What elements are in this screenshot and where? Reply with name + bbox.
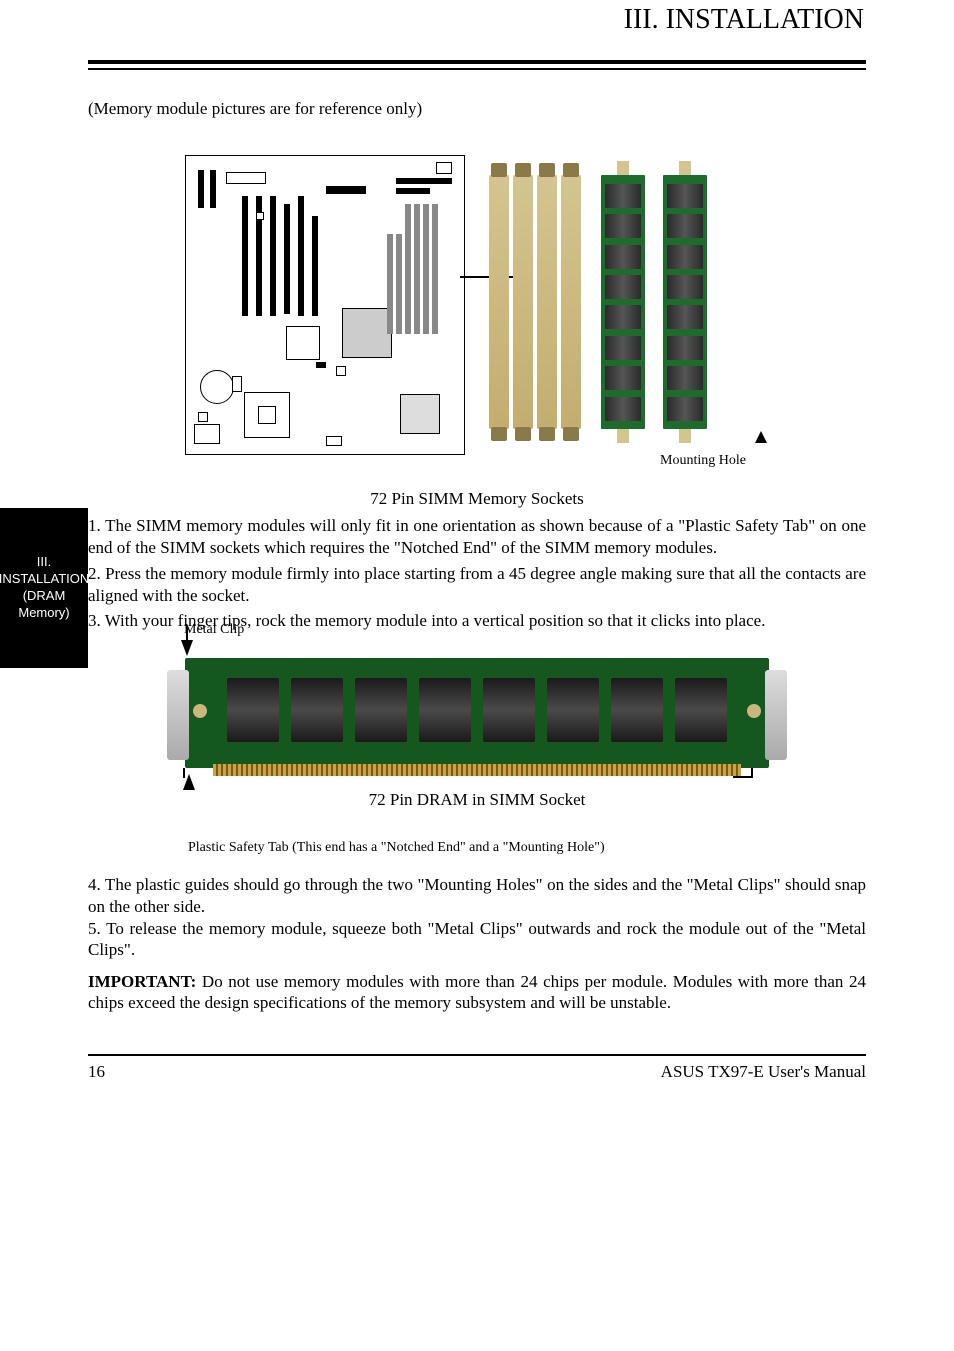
header-rules xyxy=(88,60,866,70)
page-number: 16 xyxy=(88,1062,105,1082)
simm-sockets-photo xyxy=(489,155,769,435)
step-2: 2. Press the memory module firmly into p… xyxy=(88,563,866,607)
page-footer: 16 ASUS TX97-E User's Manual xyxy=(88,1056,866,1082)
install-steps: 1. The SIMM memory modules will only fit… xyxy=(88,515,866,632)
figure1-caption: 72 Pin SIMM Memory Sockets xyxy=(88,489,866,509)
important-text: Do not use memory modules with more than… xyxy=(88,972,866,1012)
simm-module-horizontal xyxy=(185,658,769,768)
manual-title: ASUS TX97-E User's Manual xyxy=(661,1062,866,1082)
section-header: III. INSTALLATION xyxy=(88,4,866,36)
simm-horizontal-figure xyxy=(185,658,769,768)
simm-module-vertical xyxy=(601,175,645,429)
simm-module-vertical xyxy=(663,175,707,429)
side-tab: III. INSTALLATION (DRAM Memory) xyxy=(0,508,88,668)
mounting-hole-label: Mounting Hole xyxy=(88,453,866,469)
step-1: 1. The SIMM memory modules will only fit… xyxy=(88,515,866,559)
figure2-caption: 72 Pin DRAM in SIMM Socket xyxy=(88,790,866,810)
figure-row xyxy=(88,155,866,455)
important-note: IMPORTANT: Do not use memory modules wit… xyxy=(88,971,866,1014)
motherboard-diagram xyxy=(185,155,465,455)
steps-4-5: 4. The plastic guides should go through … xyxy=(88,874,866,961)
mounting-hole-arrow-icon xyxy=(755,431,767,443)
safety-tab-label: Plastic Safety Tab (This end has a "Notc… xyxy=(188,840,866,856)
intro-note: (Memory module pictures are for referenc… xyxy=(88,98,866,119)
document-page: III. INSTALLATION (Memory module picture… xyxy=(0,0,954,1351)
metal-clip-label: Metal Clip xyxy=(184,622,866,638)
metal-clip-arrow-icon xyxy=(181,640,193,656)
simm-slot-highlight xyxy=(387,204,438,334)
